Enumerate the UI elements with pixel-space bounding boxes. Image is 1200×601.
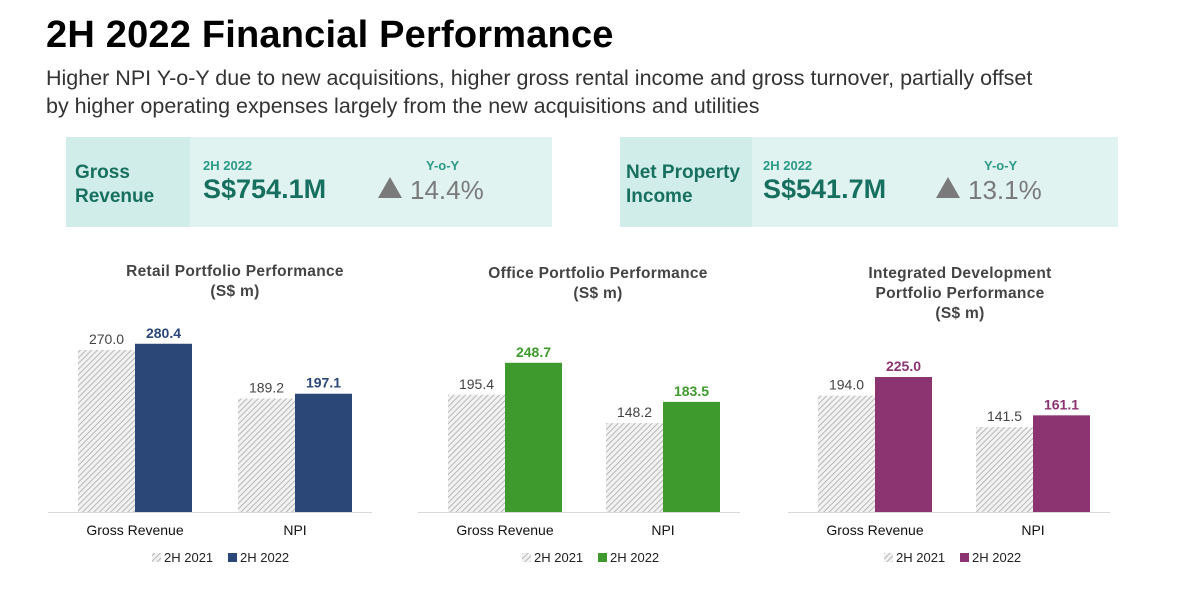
kpi-period: 2H 2022 xyxy=(203,158,253,173)
data-label: 280.4 xyxy=(146,325,181,341)
chart-title-line: Integrated Development xyxy=(868,265,1052,282)
chart-title-line: (S$ m) xyxy=(210,283,260,300)
up-triangle-icon xyxy=(936,177,960,198)
chart-title-line: Office Portfolio Performance xyxy=(488,265,708,282)
kpi-label-panel xyxy=(620,137,752,227)
category-label: Gross Revenue xyxy=(86,522,183,538)
chart-title-integrated: Integrated Development Portfolio Perform… xyxy=(820,264,1100,324)
chart-title-retail: Retail Portfolio Performance (S$ m) xyxy=(95,262,375,302)
data-label: 161.1 xyxy=(1044,396,1079,412)
kpi-card-net-property-income: Net Property Income 2H 2022 S$541.7M Y-o… xyxy=(620,137,1118,227)
data-label: 195.4 xyxy=(459,376,494,392)
bar xyxy=(295,393,352,512)
category-label: Gross Revenue xyxy=(826,522,923,538)
legend-label: 2H 2021 xyxy=(164,550,213,565)
bar xyxy=(976,427,1033,512)
category-label: NPI xyxy=(283,522,306,538)
bar xyxy=(135,343,192,512)
kpi-yoy-label: Y-o-Y xyxy=(984,158,1018,173)
category-label: NPI xyxy=(1021,522,1044,538)
legend-swatch xyxy=(598,553,607,562)
subtitle-line-1: Higher NPI Y-o-Y due to new acquisitions… xyxy=(46,66,1033,90)
legend-swatch xyxy=(884,553,893,562)
chart-title-line: (S$ m) xyxy=(573,285,623,302)
chart-1: 195.4 248.7 Gross Revenue 148.2 183.5 NPI 2H 2… xyxy=(418,344,740,565)
data-label: 183.5 xyxy=(674,383,709,399)
kpi-yoy: 13.1% xyxy=(936,175,1042,206)
legend-label: 2H 2021 xyxy=(534,550,583,565)
bar xyxy=(875,377,932,512)
kpi-label: Gross Revenue xyxy=(75,161,154,209)
kpi-yoy-value: 13.1% xyxy=(968,175,1042,205)
data-label: 148.2 xyxy=(617,404,652,420)
bar xyxy=(606,423,663,512)
chart-title-line: Retail Portfolio Performance xyxy=(126,263,344,280)
legend-label: 2H 2022 xyxy=(240,550,289,565)
legend-swatch xyxy=(152,553,161,562)
kpi-yoy-value: 14.4% xyxy=(410,175,484,205)
chart-title-office: Office Portfolio Performance (S$ m) xyxy=(458,264,738,304)
kpi-label: Net Property Income xyxy=(626,161,740,209)
data-label: 189.2 xyxy=(249,379,284,395)
subtitle-line-2: by higher operating expenses largely fro… xyxy=(46,94,760,118)
legend-swatch xyxy=(522,553,531,562)
data-label: 248.7 xyxy=(516,344,551,360)
chart-title-line: (S$ m) xyxy=(935,305,985,322)
kpi-label-line-2: Revenue xyxy=(75,186,155,207)
kpi-label-line-1: Gross xyxy=(75,162,130,183)
bar xyxy=(238,398,295,512)
page-subtitle: Higher NPI Y-o-Y due to new acquisitions… xyxy=(46,64,1196,120)
kpi-label-line-1: Net Property xyxy=(626,162,741,183)
up-triangle-icon xyxy=(378,177,402,198)
bar xyxy=(1033,415,1090,512)
kpi-card-gross-revenue: Gross Revenue 2H 2022 S$754.1M Y-o-Y 14.… xyxy=(66,137,552,227)
data-label: 141.5 xyxy=(987,408,1022,424)
legend-swatch xyxy=(960,553,969,562)
page-title: 2H 2022 Financial Performance xyxy=(46,14,614,56)
bar xyxy=(78,350,135,512)
kpi-period: 2H 2022 xyxy=(763,158,813,173)
kpi-yoy: 14.4% xyxy=(378,175,484,206)
data-label: 194.0 xyxy=(829,377,864,393)
data-label: 270.0 xyxy=(89,331,124,347)
bar xyxy=(505,362,562,512)
bar xyxy=(448,394,505,512)
category-label: Gross Revenue xyxy=(456,522,553,538)
kpi-value: S$754.1M xyxy=(203,174,327,204)
data-label: 197.1 xyxy=(306,375,341,391)
chart-0: 270.0 280.4 Gross Revenue 189.2 197.1 NPI 2H 2… xyxy=(48,325,372,565)
kpi-yoy-label: Y-o-Y xyxy=(426,158,460,173)
data-label: 225.0 xyxy=(886,358,921,374)
legend-label: 2H 2022 xyxy=(972,550,1021,565)
bar xyxy=(818,395,875,512)
legend-label: 2H 2021 xyxy=(896,550,945,565)
category-label: NPI xyxy=(651,522,674,538)
bar xyxy=(663,401,720,512)
legend-swatch xyxy=(228,553,237,562)
legend-label: 2H 2022 xyxy=(610,550,659,565)
chart-title-line: Portfolio Performance xyxy=(875,285,1045,302)
kpi-label-line-2: Income xyxy=(626,186,693,207)
kpi-label-panel xyxy=(66,137,190,227)
kpi-value: S$541.7M xyxy=(763,174,887,204)
